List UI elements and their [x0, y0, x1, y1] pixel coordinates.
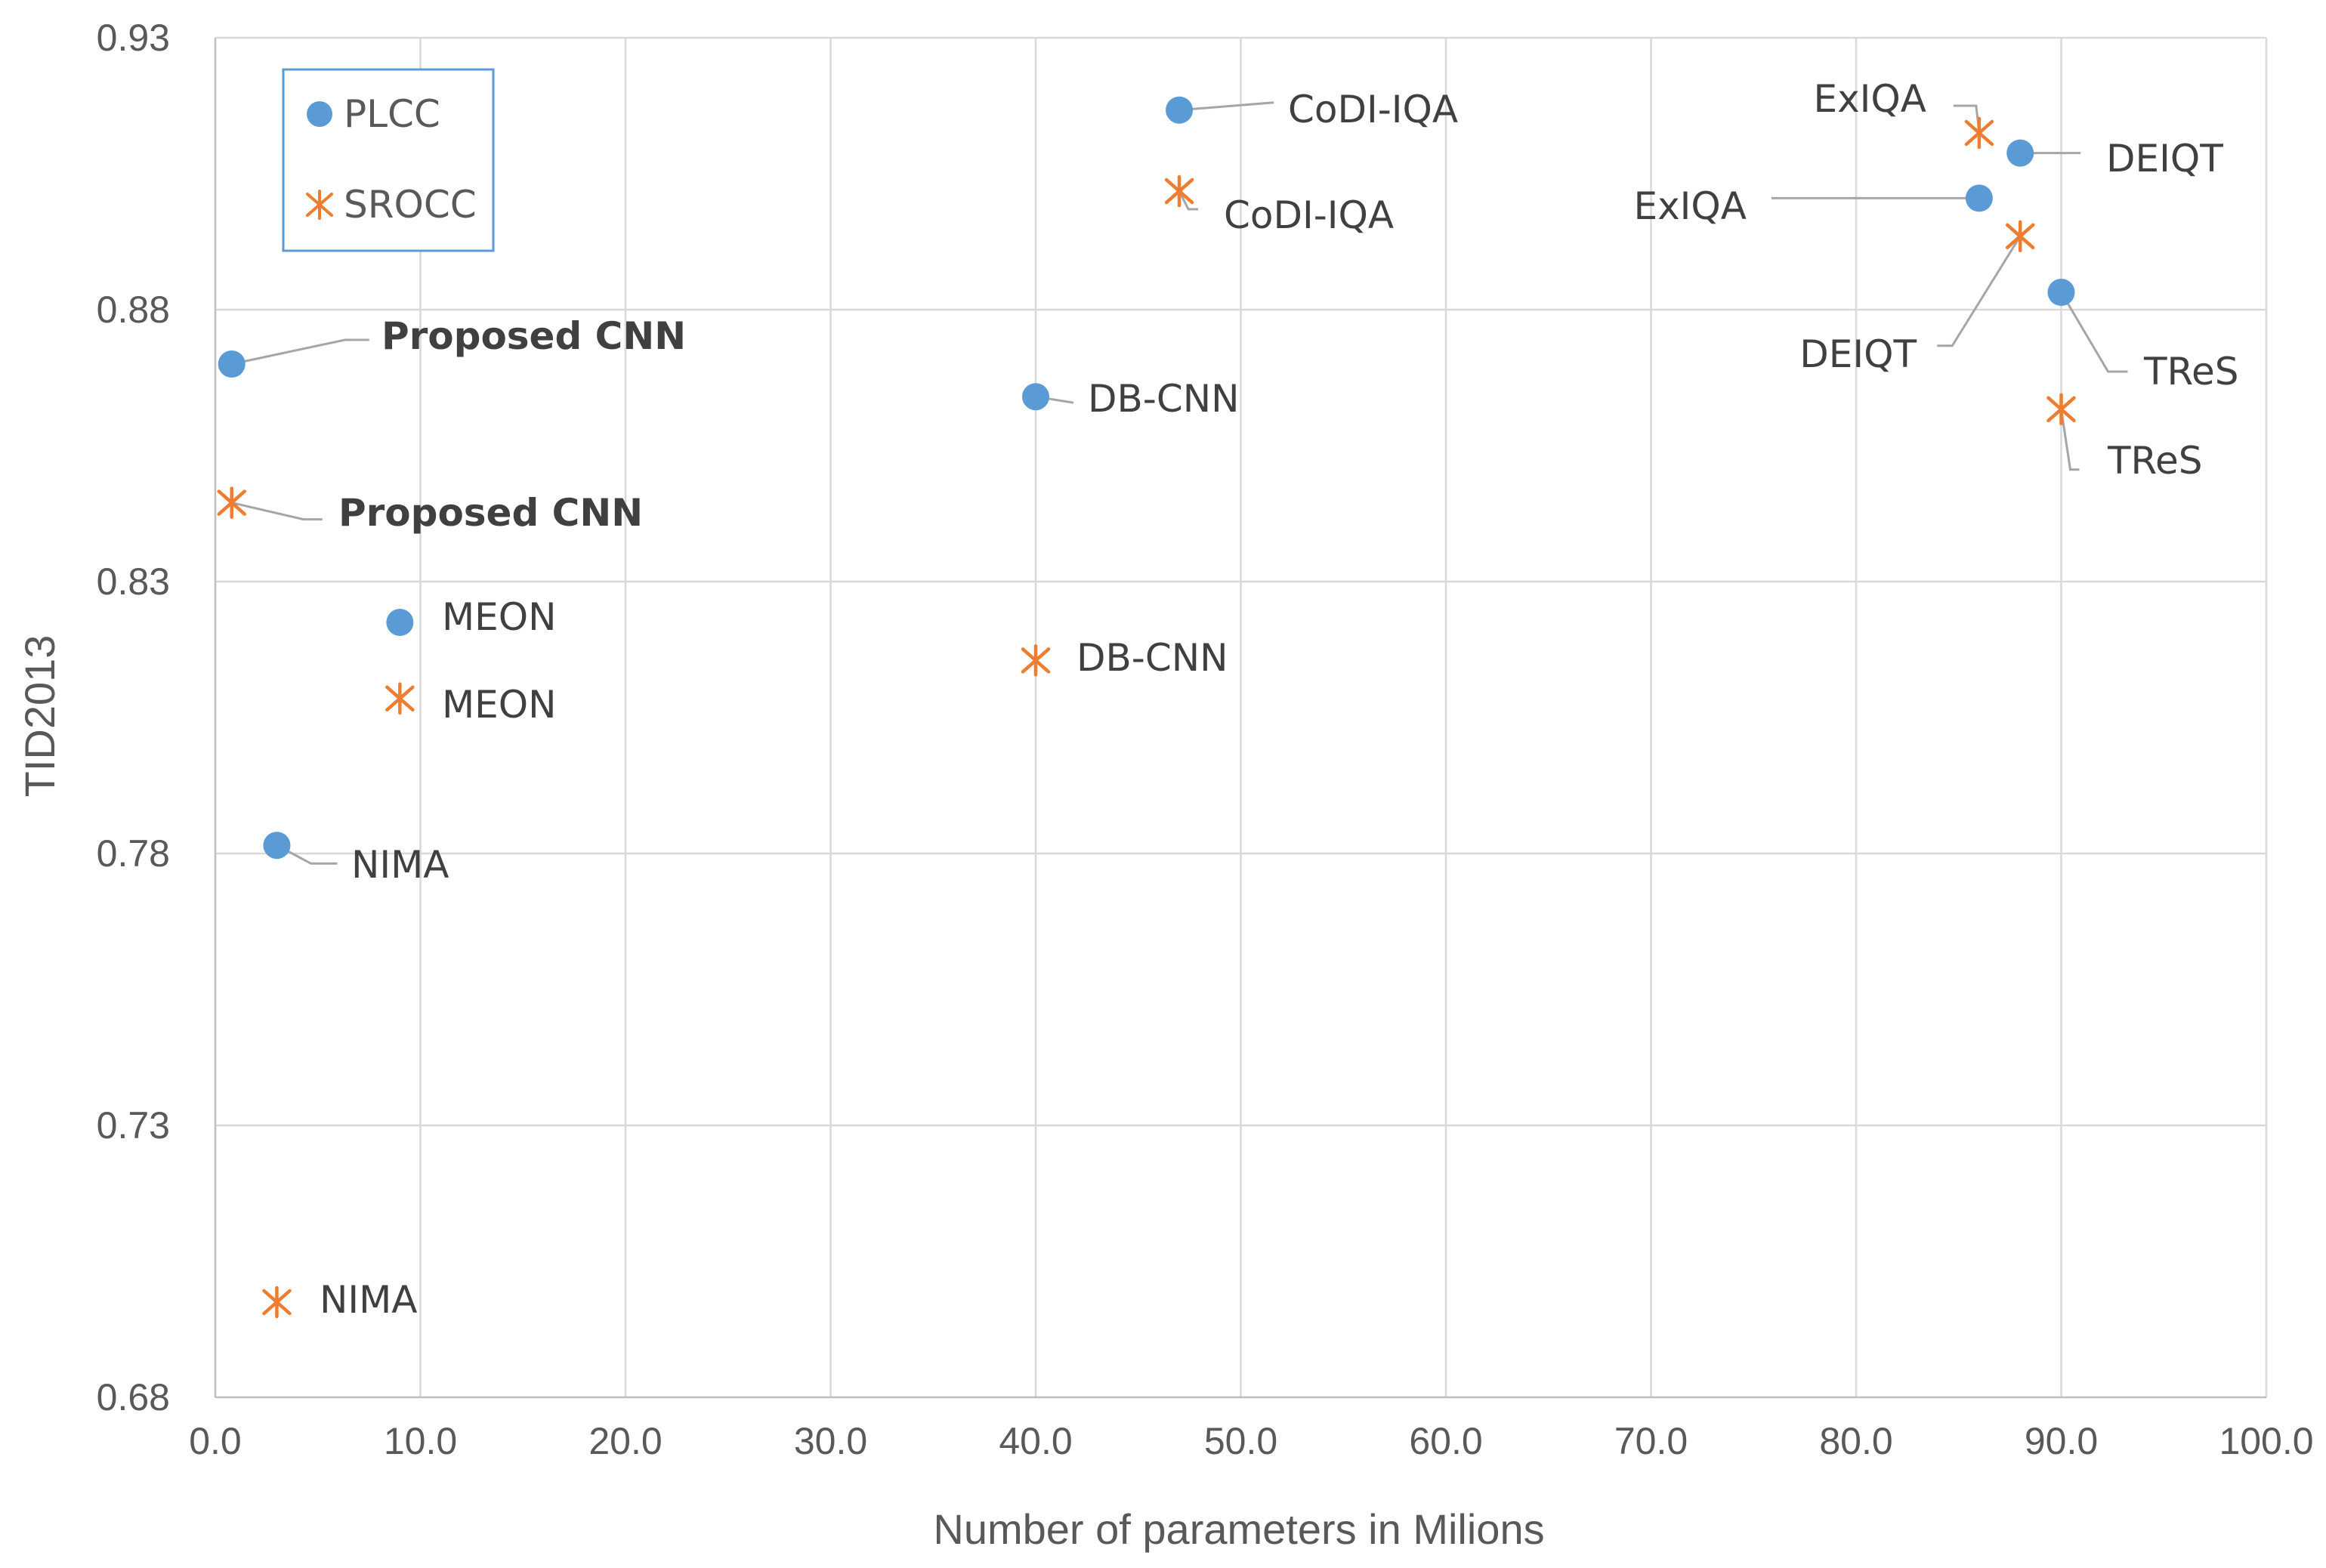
plcc-point	[386, 609, 414, 636]
plcc-point	[1965, 184, 1993, 212]
x-tick-label: 60.0	[1409, 1420, 1482, 1462]
srocc-point-label: DB-CNN	[1077, 636, 1228, 680]
leader-line	[1178, 101, 1274, 112]
srocc-point-label: MEON	[442, 683, 557, 727]
srocc-point	[1021, 644, 1051, 677]
srocc-point	[2046, 393, 2076, 426]
plcc-point	[218, 350, 246, 378]
legend-plcc-marker	[307, 101, 332, 127]
srocc-point	[1164, 174, 1194, 208]
y-tick-label: 0.83	[97, 560, 170, 603]
plcc-point-label: Proposed CNN	[381, 314, 686, 358]
srocc-point-label: TReS	[2107, 439, 2203, 483]
legend-box	[282, 68, 495, 252]
srocc-point-label: CoDI-IQA	[1224, 193, 1394, 237]
plcc-point-label: ExIQA	[1634, 184, 1747, 228]
plcc-point	[2006, 139, 2034, 167]
srocc-point-label: DEIQT	[1799, 332, 1917, 376]
x-tick-label: 90.0	[2025, 1420, 2098, 1462]
plcc-point-label: MEON	[442, 595, 557, 639]
legend-srocc-marker	[306, 190, 333, 220]
srocc-point	[1964, 116, 1994, 150]
y-tick-label: 0.68	[97, 1376, 170, 1418]
leader-line	[231, 338, 369, 366]
plcc-point	[1166, 96, 1194, 124]
plcc-point	[2047, 278, 2075, 306]
plcc-point-label: DEIQT	[2106, 137, 2223, 181]
data-points-layer	[217, 96, 2076, 1319]
legend-srocc-label: SROCC	[344, 183, 477, 227]
y-tick-label: 0.88	[97, 289, 170, 331]
plcc-point-label: DB-CNN	[1088, 377, 1240, 421]
y-tick-label: 0.78	[97, 832, 170, 875]
legend: PLCC SROCC	[282, 68, 495, 252]
y-tick-label: 0.93	[97, 17, 170, 59]
x-tick-label: 30.0	[794, 1420, 867, 1462]
point-labels-layer: Proposed CNN MEON NIMA DB-CNN CoDI-IQA ExIQA D…	[320, 77, 2239, 1322]
x-tick-label: 0.0	[189, 1420, 242, 1462]
leader-line	[1178, 190, 1199, 211]
x-tick-label: 80.0	[1819, 1420, 1892, 1462]
grid-layer	[215, 36, 2268, 1397]
srocc-point	[262, 1286, 292, 1319]
legend-plcc-label: PLCC	[344, 92, 440, 136]
leader-line	[231, 502, 323, 521]
x-tick-label: 70.0	[1614, 1420, 1688, 1462]
tick-labels-layer: 0.0 10.0 20.0 30.0 40.0 50.0 60.0 70.0 80.0 90.0 1…	[97, 17, 2314, 1462]
leader-lines-layer	[231, 101, 2128, 865]
srocc-point-label: Proposed CNN	[338, 491, 643, 535]
x-tick-label: 100.0	[2219, 1420, 2313, 1462]
plcc-point-label: TReS	[2143, 350, 2239, 394]
leader-line	[2060, 292, 2128, 373]
x-tick-label: 20.0	[588, 1420, 662, 1462]
plcc-point-label: CoDI-IQA	[1288, 88, 1458, 131]
plcc-point	[263, 832, 291, 860]
x-tick-label: 50.0	[1204, 1420, 1277, 1462]
srocc-point	[385, 682, 415, 715]
leader-line	[2060, 409, 2080, 471]
x-tick-label: 40.0	[999, 1420, 1072, 1462]
plcc-point-label: NIMA	[351, 843, 449, 887]
srocc-point-label: ExIQA	[1814, 77, 1927, 121]
plcc-point	[1022, 383, 1049, 411]
y-tick-label: 0.73	[97, 1104, 170, 1147]
axes-layer	[214, 38, 2266, 1399]
x-axis-title: Number of parameters in Milions	[933, 1505, 1544, 1553]
srocc-point	[217, 486, 246, 519]
y-axis-title: TID2013	[16, 635, 63, 798]
x-tick-label: 10.0	[384, 1420, 457, 1462]
srocc-point	[2005, 220, 2035, 253]
srocc-point-label: NIMA	[320, 1278, 418, 1322]
leader-line	[1937, 236, 2022, 347]
